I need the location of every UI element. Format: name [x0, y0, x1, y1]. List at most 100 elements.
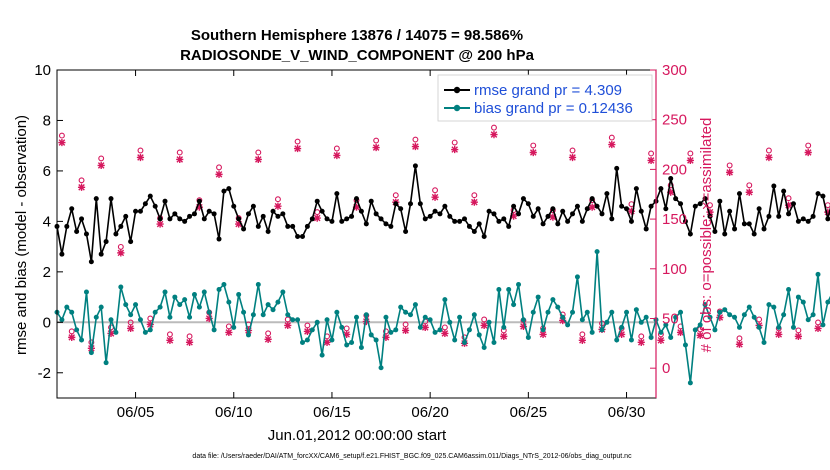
obs-possible-point — [815, 319, 821, 326]
rmse-point — [633, 186, 639, 192]
bias-point — [309, 327, 315, 333]
rmse-point — [658, 186, 664, 192]
obs-assimilated-point — [97, 161, 105, 170]
rmse-point — [329, 218, 335, 224]
rmse-point — [59, 251, 65, 257]
bias-point — [172, 294, 178, 300]
bias-point — [599, 327, 605, 333]
rmse-point — [64, 223, 70, 229]
y-right-tick-label: 250 — [662, 112, 687, 129]
rmse-point — [241, 226, 247, 232]
bias-point — [280, 289, 286, 295]
bias-point — [624, 309, 630, 315]
bias-point — [255, 281, 261, 287]
rmse-point — [103, 239, 109, 245]
bias-point — [59, 317, 65, 323]
rmse-point — [673, 196, 679, 202]
bias-point — [69, 309, 75, 315]
bias-point — [260, 312, 266, 318]
obs-possible-point — [137, 147, 144, 154]
rmse-point — [555, 221, 561, 227]
bias-point — [756, 324, 762, 330]
rmse-point — [245, 211, 251, 217]
bias-point — [354, 314, 359, 320]
rmse-point — [584, 206, 590, 212]
rmse-point — [393, 201, 399, 207]
obs-assimilated-point — [382, 333, 390, 341]
obs-assimilated-point — [794, 332, 802, 340]
bias-point — [241, 309, 247, 315]
rmse-point — [682, 218, 688, 224]
rmse-point — [476, 221, 482, 227]
x-tick-label: 06/20 — [411, 404, 449, 421]
bias-point — [550, 297, 556, 303]
rmse-point — [800, 216, 806, 222]
rmse-point — [250, 203, 256, 209]
y-left-tick-label: 6 — [43, 163, 51, 180]
rmse-point — [746, 221, 752, 227]
bias-point — [290, 317, 296, 323]
obs-assimilated-point — [608, 140, 616, 149]
rmse-point — [319, 208, 325, 214]
rmse-point — [722, 231, 728, 237]
bias-point — [810, 312, 816, 318]
bias-point — [191, 292, 197, 298]
rmse-point — [736, 191, 742, 197]
bias-point — [285, 312, 291, 318]
chart-title-line-2: RADIOSONDE_V_WIND_COMPONENT @ 200 hPa — [180, 47, 535, 64]
obs-assimilated-point — [215, 170, 223, 178]
obs-assimilated-point — [490, 131, 498, 139]
obs-assimilated-point — [58, 138, 66, 147]
obs-assimilated-point — [323, 338, 331, 346]
obs-assimilated-point — [618, 330, 626, 338]
x-tick-label: 06/15 — [313, 404, 351, 421]
obs-assimilated-point — [107, 329, 115, 337]
bias-point — [800, 299, 806, 305]
bias-point — [643, 314, 649, 320]
bias-point — [137, 317, 143, 323]
obs-assimilated-point — [745, 188, 753, 196]
obs-assimilated-point — [451, 145, 459, 154]
rmse-point — [805, 218, 811, 224]
rmse-point — [226, 186, 232, 192]
rmse-point — [137, 208, 143, 214]
rmse-point — [79, 216, 85, 222]
obs-possible-point — [765, 147, 772, 154]
rmse-point — [530, 213, 536, 219]
rmse-point — [594, 203, 600, 209]
bias-point — [565, 322, 571, 328]
obs-assimilated-point — [313, 214, 321, 222]
obs-assimilated-point — [411, 142, 420, 151]
rmse-point — [614, 165, 620, 171]
obs-assimilated-point — [441, 329, 449, 337]
bias-point — [201, 289, 207, 295]
bias-point — [790, 324, 796, 330]
obs-assimilated-point — [235, 220, 243, 228]
obs-possible-point — [176, 149, 183, 156]
rmse-point — [496, 218, 502, 224]
obs-assimilated-point — [244, 326, 253, 335]
rmse-point — [810, 213, 816, 219]
rmse-point — [216, 236, 222, 242]
rmse-point — [462, 216, 468, 222]
bias-point — [452, 337, 458, 343]
bias-point — [471, 312, 477, 318]
rmse-point — [177, 216, 183, 222]
bias-point — [638, 319, 644, 325]
rmse-point — [344, 216, 350, 222]
obs-possible-point — [638, 333, 645, 340]
obs-assimilated-point — [824, 208, 830, 216]
rmse-point — [260, 213, 266, 219]
obs-assimilated-point — [657, 336, 665, 344]
bias-point — [408, 312, 414, 318]
obs-assimilated-point — [264, 335, 272, 343]
rmse-point — [162, 198, 168, 204]
rmse-point — [383, 221, 389, 227]
rmse-point — [702, 196, 708, 202]
rmse-point — [290, 223, 296, 229]
bias-point — [133, 302, 139, 308]
x-tick-label: 06/25 — [510, 404, 548, 421]
rmse-point — [98, 251, 104, 257]
rmse-point — [741, 221, 747, 227]
bias-point — [761, 339, 767, 345]
